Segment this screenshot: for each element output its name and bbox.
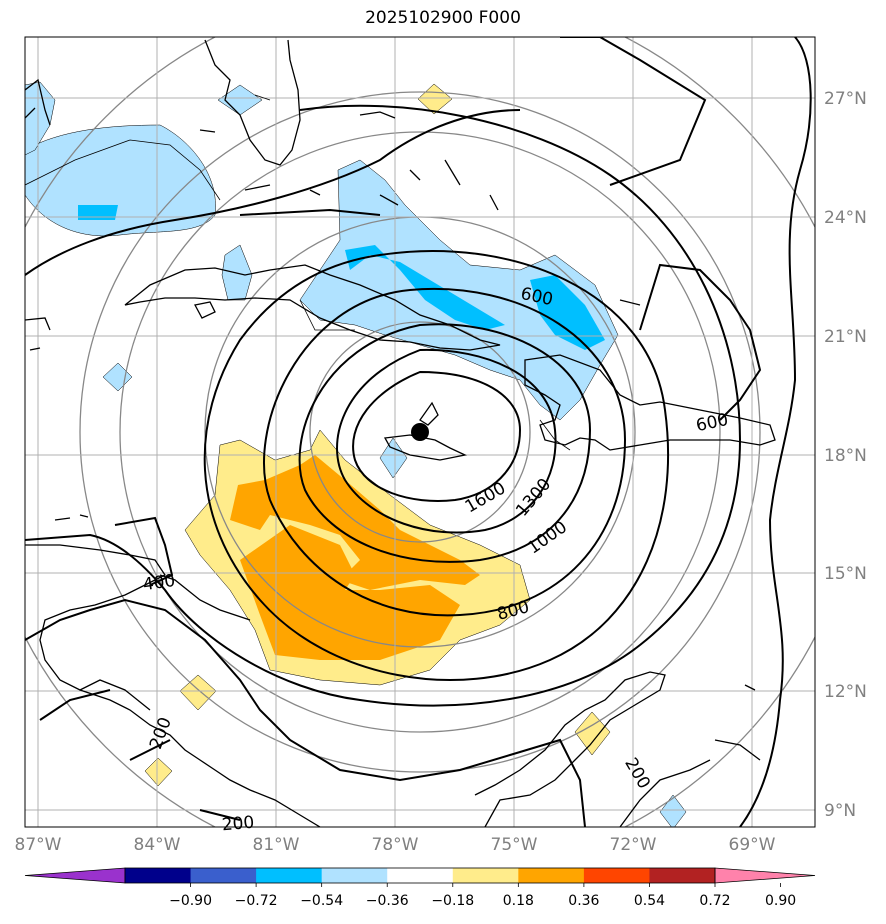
colorbar-segment bbox=[321, 868, 388, 883]
colorbar-tick-label: 0.36 bbox=[568, 893, 599, 909]
coast-gulf bbox=[25, 78, 51, 126]
colorbar-segment bbox=[256, 868, 323, 883]
lat-label: 12°N bbox=[824, 682, 867, 702]
contour-600-east bbox=[639, 263, 762, 421]
lon-label: 84°W bbox=[134, 835, 181, 855]
colorbar-segment bbox=[452, 868, 519, 883]
contour-200-west bbox=[39, 689, 241, 821]
coast-cuba bbox=[124, 264, 501, 351]
yellow-diamond-colombia bbox=[574, 711, 611, 756]
lon-label: 75°W bbox=[491, 835, 538, 855]
contour-600 bbox=[203, 249, 669, 681]
colorbar-tick-label: 0.54 bbox=[634, 893, 665, 909]
colorbar-tick-label: −0.90 bbox=[169, 893, 212, 909]
contour-label: 200 bbox=[221, 813, 255, 836]
coast-haiti-gonave bbox=[419, 401, 439, 426]
lat-label: 27°N bbox=[824, 89, 867, 109]
colorbar-extend-low bbox=[24, 867, 126, 884]
colorbar-tick-label: −0.54 bbox=[300, 893, 343, 909]
map-frame bbox=[24, 36, 816, 828]
orange-region-main bbox=[230, 455, 480, 590]
longitude-labels: 87°W 84°W 81°W 78°W 75°W 72°W 69°W bbox=[15, 835, 776, 855]
colorbar-segment bbox=[125, 868, 192, 883]
contour-400 bbox=[25, 104, 742, 707]
lon-label: 81°W bbox=[253, 835, 300, 855]
thin-contours bbox=[25, 94, 571, 451]
colorbar-segment bbox=[649, 868, 716, 883]
coast-central-america bbox=[25, 544, 321, 827]
light-blue-diamond-1 bbox=[102, 362, 133, 392]
coast-colombia bbox=[474, 671, 666, 827]
contour-800 bbox=[263, 287, 627, 617]
colorbar-segment bbox=[190, 868, 257, 883]
colorbar-segment bbox=[387, 868, 454, 883]
colorbar-tick-label: −0.18 bbox=[431, 893, 474, 909]
contour-200-north bbox=[25, 109, 521, 276]
coast-florida bbox=[204, 39, 301, 166]
coast-bahamas bbox=[359, 111, 499, 211]
coast-hispaniola bbox=[524, 354, 776, 451]
blue-region-nw bbox=[78, 205, 118, 220]
lat-label: 15°N bbox=[824, 564, 867, 584]
coast-honduras bbox=[79, 574, 251, 711]
lat-label: 9°N bbox=[824, 801, 856, 821]
colorbar-tick-label: 0.18 bbox=[503, 893, 534, 909]
contour-400-west bbox=[114, 516, 174, 586]
orange-region-south bbox=[240, 525, 460, 660]
map-title: 2025102900 F000 bbox=[365, 8, 521, 28]
colorbar-segment bbox=[518, 868, 585, 883]
contour-1600 bbox=[352, 370, 522, 502]
colorbar: −0.90 −0.72 −0.54 −0.36 −0.18 0.18 0.36 0.54 0.7… bbox=[24, 867, 816, 909]
lat-label: 24°N bbox=[824, 208, 867, 228]
contour-1000 bbox=[298, 323, 592, 563]
lon-label: 87°W bbox=[15, 835, 62, 855]
coast-isle-youth bbox=[194, 301, 216, 319]
coastlines bbox=[25, 39, 776, 827]
colorbar-tick-label: 0.90 bbox=[765, 893, 796, 909]
colorbar-extend-high bbox=[714, 867, 816, 884]
contour-lines bbox=[25, 37, 812, 827]
contour-1300 bbox=[336, 348, 557, 534]
lat-label: 18°N bbox=[824, 446, 867, 466]
blue-region-cuba bbox=[345, 245, 505, 330]
lon-label: 72°W bbox=[610, 835, 657, 855]
contour-200-south bbox=[25, 598, 586, 827]
map-panel bbox=[25, 37, 815, 827]
latitude-labels: 27°N 24°N 21°N 18°N 15°N 12°N 9°N bbox=[824, 89, 867, 821]
coast-yucatan-islands bbox=[25, 317, 89, 521]
light-blue-region-florida bbox=[217, 84, 263, 116]
colorbar-tick-label: −0.72 bbox=[235, 893, 278, 909]
lon-label: 78°W bbox=[372, 835, 419, 855]
coast-small-islands bbox=[199, 129, 641, 306]
colorbar-tick-label: 0.72 bbox=[699, 893, 730, 909]
blue-region-east bbox=[530, 275, 605, 350]
lon-label: 69°W bbox=[729, 835, 776, 855]
yellow-diamond-south bbox=[144, 757, 173, 787]
contour-200-east bbox=[739, 37, 812, 827]
contour-label: 400 bbox=[142, 571, 177, 595]
graticule bbox=[25, 37, 815, 827]
storm-center-marker bbox=[411, 423, 429, 441]
colorbar-frame bbox=[124, 867, 716, 884]
colorbar-segment bbox=[583, 868, 650, 883]
contour-400-ne bbox=[239, 37, 707, 216]
colorbar-tick-label: −0.36 bbox=[366, 893, 409, 909]
light-blue-region-nw bbox=[25, 124, 216, 237]
coast-venezuela bbox=[619, 684, 761, 827]
lat-label: 21°N bbox=[824, 327, 867, 347]
